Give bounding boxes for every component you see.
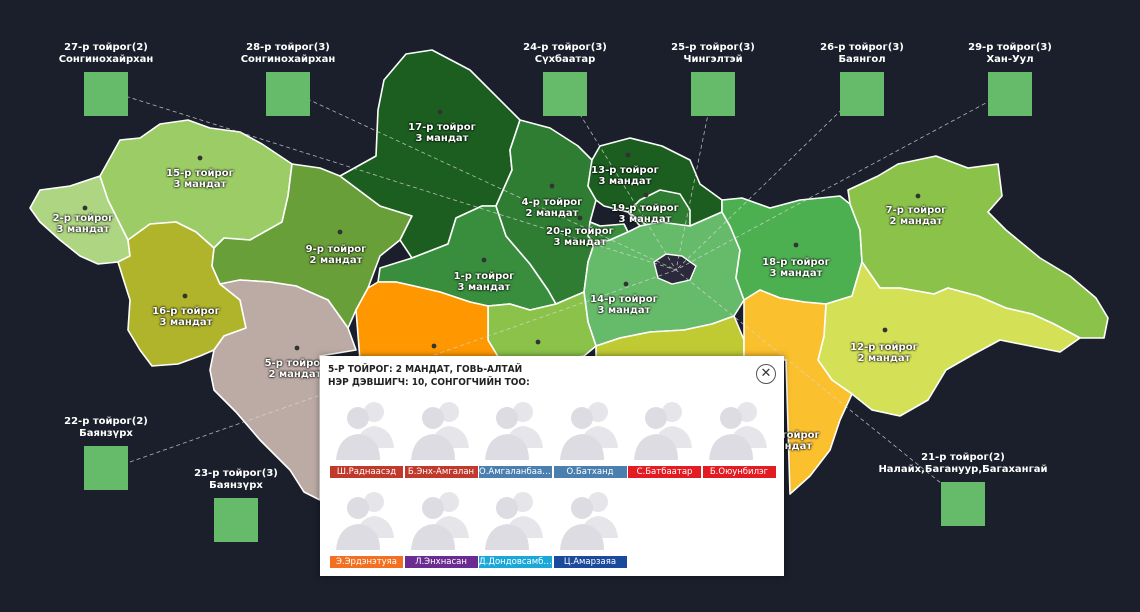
avatar-placeholder-icon bbox=[410, 492, 469, 550]
candidate-name: Ц.Амарзаяа bbox=[553, 556, 627, 568]
candidate-card[interactable]: О.Амгаланбаатар bbox=[477, 398, 552, 482]
region-12-label: 12-р тойрог 2 мандат bbox=[850, 342, 918, 364]
avatar-placeholder-icon bbox=[410, 402, 469, 460]
candidate-name: Ш.Раднаасэд bbox=[330, 466, 403, 478]
region-16-label: 16-р тойрог 3 мандат bbox=[152, 306, 220, 328]
candidate-name: Б.Энх-Амгалан bbox=[404, 466, 478, 478]
candidate-name: О.Батханд bbox=[553, 466, 627, 478]
external-district-27[interactable]: 27-р тойрог(2) Сонгинохайрхан bbox=[56, 42, 156, 116]
avatar-placeholder-icon bbox=[559, 402, 618, 460]
candidate-card[interactable]: Б.Оюунбилэг bbox=[701, 398, 776, 482]
external-district-25-label: 25-р тойрог(3) Чингэлтэй bbox=[671, 42, 755, 65]
close-button[interactable]: ✕ bbox=[756, 364, 776, 384]
region-orange[interactable] bbox=[355, 281, 501, 361]
region-14-label: 14-р тойрог 3 мандат bbox=[590, 294, 658, 316]
external-district-26-label: 26-р тойрог(3) Баянгол bbox=[820, 42, 904, 65]
external-district-27-box[interactable] bbox=[84, 72, 128, 116]
external-district-24-label: 24-р тойрог(3) Сүхбаатар bbox=[523, 42, 607, 65]
external-district-24-box[interactable] bbox=[543, 72, 587, 116]
candidate-name: Д.Дондовсамбуу bbox=[479, 556, 552, 568]
external-district-27-label: 27-р тойрог(2) Сонгинохайрхан bbox=[58, 42, 154, 65]
external-district-25-box[interactable] bbox=[691, 72, 735, 116]
avatar-placeholder-icon bbox=[485, 402, 543, 460]
external-district-28-box[interactable] bbox=[266, 72, 310, 116]
avatar-placeholder-icon bbox=[485, 492, 543, 550]
region-18-label: 18-р тойрог 3 мандат bbox=[762, 257, 830, 279]
avatar-placeholder-icon bbox=[336, 492, 394, 550]
candidate-name: О.Амгаланбаатар bbox=[479, 466, 552, 478]
external-district-28-label: 28-р тойрог(3) Сонгинохайрхан bbox=[240, 42, 336, 65]
centroid-dots bbox=[82, 109, 921, 351]
region-4-label: 4-р тойрог 2 мандат bbox=[521, 197, 583, 219]
region-11-partial-label: р тойрог андат bbox=[770, 430, 820, 452]
region-7-label: 7-р тойрог 2 мандат bbox=[885, 205, 947, 227]
candidate-card[interactable]: Э.Эрдэнэтуяа bbox=[328, 488, 403, 572]
region-5[interactable] bbox=[209, 279, 357, 501]
external-district-22-label: 22-р тойрог(2) Баянзүрх bbox=[64, 416, 148, 439]
region-9-label: 9-р тойрог 2 мандат bbox=[305, 244, 367, 266]
candidate-card[interactable]: Д.Дондовсамбуу bbox=[477, 488, 552, 572]
external-district-23-label: 23-р тойрог(3) Баянзүрх bbox=[194, 468, 278, 491]
popup-title-line1: 5-Р ТОЙРОГ: 2 МАНДАТ, ГОВЬ-АЛТАЙ bbox=[328, 364, 523, 375]
external-district-26-box[interactable] bbox=[840, 72, 884, 116]
external-district-29[interactable]: 29-р тойрог(3) Хан-Уул bbox=[960, 42, 1060, 116]
candidate-name: С.Батбаатар bbox=[628, 466, 701, 478]
external-district-24[interactable]: 24-р тойрог(3) Сүхбаатар bbox=[515, 42, 615, 116]
external-district-22[interactable]: 22-р тойрог(2) Баянзүрх bbox=[56, 416, 156, 490]
external-district-29-label: 29-р тойрог(3) Хан-Уул bbox=[968, 42, 1052, 65]
candidate-card[interactable]: Л.Энхнасан bbox=[403, 488, 478, 572]
avatar-placeholder-icon bbox=[708, 402, 767, 460]
popup-title: 5-Р ТОЙРОГ: 2 МАНДАТ, ГОВЬ-АЛТАЙ НЭР ДЭВ… bbox=[328, 363, 530, 389]
avatar-placeholder-icon bbox=[336, 402, 394, 460]
external-district-26[interactable]: 26-р тойрог(3) Баянгол bbox=[812, 42, 912, 116]
region-18[interactable] bbox=[721, 195, 863, 305]
region-13-label: 13-р тойрог 3 мандат bbox=[591, 165, 659, 187]
external-district-25[interactable]: 25-р тойрог(3) Чингэлтэй bbox=[663, 42, 763, 116]
external-district-23-box[interactable] bbox=[214, 498, 258, 542]
region-1-label: 1-р тойрог 3 мандат bbox=[453, 271, 515, 293]
external-district-21[interactable]: 21-р тойрог(2) Налайх,Багануур,Багахангай bbox=[878, 452, 1048, 526]
avatar-placeholder-icon bbox=[559, 492, 618, 550]
region-17-label: 17-р тойрог 3 мандат bbox=[408, 122, 476, 144]
candidate-card[interactable]: О.Батханд bbox=[552, 398, 627, 482]
external-district-22-box[interactable] bbox=[84, 446, 128, 490]
candidate-name: Э.Эрдэнэтуяа bbox=[330, 556, 403, 568]
candidate-card[interactable]: Б.Энх-Амгалан bbox=[403, 398, 478, 482]
close-icon: ✕ bbox=[760, 366, 772, 381]
candidate-card[interactable]: Ц.Амарзаяа bbox=[552, 488, 627, 572]
avatar-placeholder-icon bbox=[634, 402, 692, 460]
candidate-name: Л.Энхнасан bbox=[404, 556, 478, 568]
external-district-21-box[interactable] bbox=[941, 482, 985, 526]
external-district-23[interactable]: 23-р тойрог(3) Баянзүрх bbox=[186, 468, 286, 542]
external-district-21-label: 21-р тойрог(2) Налайх,Багануур,Багахангай bbox=[878, 452, 1048, 475]
region-15-label: 15-р тойрог 3 мандат bbox=[166, 168, 234, 190]
region-20-label: 20-р тойрог 3 мандат bbox=[546, 226, 614, 248]
candidate-name: Б.Оюунбилэг bbox=[702, 466, 776, 478]
constituency-popup: 5-Р ТОЙРОГ: 2 МАНДАТ, ГОВЬ-АЛТАЙ НЭР ДЭВ… bbox=[320, 356, 784, 576]
external-district-29-box[interactable] bbox=[988, 72, 1032, 116]
region-5-label: 5-р тойрог 2 мандат bbox=[264, 358, 326, 380]
candidate-card[interactable]: Ш.Раднаасэд bbox=[328, 398, 403, 482]
region-19-label: 19-р тойрог 3 мандат bbox=[611, 203, 679, 225]
candidate-card[interactable]: С.Батбаатар bbox=[626, 398, 701, 482]
region-2-label: 2-р тойрог 3 мандат bbox=[52, 213, 114, 235]
external-district-28[interactable]: 28-р тойрог(3) Сонгинохайрхан bbox=[238, 42, 338, 116]
popup-title-line2: НЭР ДЭВШИГЧ: 10, СОНГОГЧИЙН ТОО: bbox=[328, 377, 530, 388]
